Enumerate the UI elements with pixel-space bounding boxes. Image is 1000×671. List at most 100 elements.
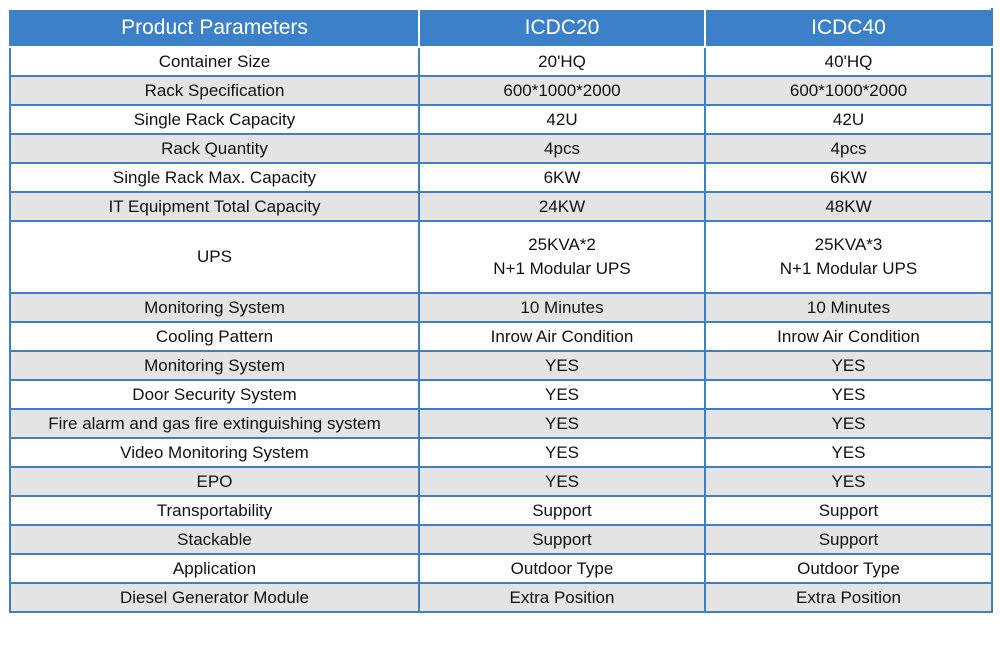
icdc20-value-cell: Extra Position — [418, 582, 706, 613]
table-row: Container Size 20'HQ 40'HQ — [9, 46, 993, 77]
table-row: Monitoring System 10 Minutes 10 Minutes — [9, 292, 993, 323]
param-name-cell: Transportability — [9, 495, 420, 526]
param-name-cell: Rack Quantity — [9, 133, 420, 164]
icdc20-value-line: N+1 Modular UPS — [493, 259, 631, 278]
table-row: Rack Quantity 4pcs 4pcs — [9, 133, 993, 164]
table-row: Single Rack Capacity 42U 42U — [9, 104, 993, 135]
table-body: Container Size 20'HQ 40'HQ Rack Specificati… — [9, 46, 993, 613]
icdc20-value-cell: Inrow Air Condition — [418, 321, 706, 352]
param-name-cell: Video Monitoring System — [9, 437, 420, 468]
icdc40-value-cell: YES — [704, 379, 993, 410]
icdc20-value-line: 6KW — [543, 167, 581, 187]
icdc40-value-line: 6KW — [830, 167, 867, 187]
table-row: Diesel Generator Module Extra Position Ext… — [9, 582, 993, 613]
header-icdc40: ICDC40 — [704, 8, 993, 48]
icdc40-value-line: YES — [831, 355, 866, 375]
icdc40-value-line: 600*1000*2000 — [789, 80, 908, 100]
table-row: UPS 25KVA*2 N+1 Modular UPS 25KVA*3 N+1 Modu… — [9, 220, 993, 294]
param-name-cell: Fire alarm and gas fire extinguishing sy… — [9, 408, 420, 439]
icdc40-value-line: Outdoor Type — [797, 558, 900, 578]
icdc20-value-line: 20'HQ — [538, 51, 586, 71]
icdc20-value-cell: 6KW — [418, 162, 706, 193]
icdc20-value-line: 10 Minutes — [520, 297, 604, 317]
table-row: Stackable Support Support — [9, 524, 993, 555]
icdc20-value-cell: Support — [418, 524, 706, 555]
icdc20-value-cell: 20'HQ — [418, 46, 706, 77]
icdc20-value-cell: 42U — [418, 104, 706, 135]
table-row: EPO YES YES — [9, 466, 993, 497]
icdc40-value-line: 40'HQ — [824, 51, 873, 71]
header-icdc20: ICDC20 — [418, 8, 706, 48]
icdc20-value-line: Extra Position — [509, 587, 615, 607]
param-name-cell: Application — [9, 553, 420, 584]
icdc40-value-cell: Outdoor Type — [704, 553, 993, 584]
icdc40-value-cell: Support — [704, 495, 993, 526]
icdc20-value-cell: YES — [418, 437, 706, 468]
icdc20-value-line: 25KVA*2 — [528, 235, 596, 254]
param-name-cell: Monitoring System — [9, 292, 420, 323]
icdc20-value-line: Inrow Air Condition — [490, 326, 634, 346]
icdc40-value-cell: YES — [704, 408, 993, 439]
icdc40-value-cell: 42U — [704, 104, 993, 135]
table-row: Single Rack Max. Capacity 6KW 6KW — [9, 162, 993, 193]
icdc40-value-line: N+1 Modular UPS — [779, 259, 918, 278]
table-row: Monitoring System YES YES — [9, 350, 993, 381]
icdc20-value-line: YES — [544, 413, 580, 433]
param-name-cell: Single Rack Max. Capacity — [9, 162, 420, 193]
icdc40-value-cell: YES — [704, 466, 993, 497]
icdc40-value-line: Extra Position — [796, 587, 901, 607]
icdc20-value-cell: Support — [418, 495, 706, 526]
icdc20-value-line: YES — [544, 471, 580, 491]
icdc20-value-cell: YES — [418, 350, 706, 381]
param-name-cell: UPS — [9, 220, 420, 294]
param-name-cell: Stackable — [9, 524, 420, 555]
icdc40-value-line: Inrow Air Condition — [777, 326, 920, 346]
icdc20-value-line: YES — [544, 355, 580, 375]
icdc20-value-line: 42U — [546, 109, 578, 129]
icdc40-value-cell: YES — [704, 437, 993, 468]
table-row: Application Outdoor Type Outdoor Type — [9, 553, 993, 584]
icdc20-value-cell: 10 Minutes — [418, 292, 706, 323]
param-name-cell: Door Security System — [9, 379, 420, 410]
icdc40-value-cell: 10 Minutes — [704, 292, 993, 323]
icdc40-value-cell: 48KW — [704, 191, 993, 222]
icdc20-value-cell: 600*1000*2000 — [418, 75, 706, 106]
spec-table-container: Product Parameters ICDC20 ICDC40 Contain… — [9, 8, 993, 660]
param-name-cell: Monitoring System — [9, 350, 420, 381]
icdc40-value-cell: 4pcs — [704, 133, 993, 164]
icdc40-value-line: 48KW — [825, 196, 872, 216]
icdc20-value-line: Support — [532, 500, 592, 520]
table-row: Transportability Support Support — [9, 495, 993, 526]
icdc40-value-line: YES — [831, 384, 866, 404]
table-row: IT Equipment Total Capacity 24KW 48KW — [9, 191, 993, 222]
icdc40-value-line: 4pcs — [830, 138, 867, 158]
icdc20-value-cell: 25KVA*2 N+1 Modular UPS — [418, 220, 706, 294]
icdc20-value-line: YES — [544, 384, 580, 404]
table-row: Door Security System YES YES — [9, 379, 993, 410]
table-row: Video Monitoring System YES YES — [9, 437, 993, 468]
icdc40-value-line: 10 Minutes — [806, 297, 891, 317]
icdc40-value-cell: Extra Position — [704, 582, 993, 613]
icdc40-value-line: YES — [831, 442, 866, 462]
icdc20-value-cell: YES — [418, 379, 706, 410]
icdc40-value-line: YES — [831, 471, 866, 491]
icdc20-value-line: Support — [532, 529, 592, 549]
header-product-parameters: Product Parameters — [9, 8, 420, 48]
param-name-cell: EPO — [9, 466, 420, 497]
icdc20-value-line: YES — [544, 442, 580, 462]
icdc20-value-cell: Outdoor Type — [418, 553, 706, 584]
icdc40-value-line: Support — [818, 500, 879, 520]
param-name-cell: Rack Specification — [9, 75, 420, 106]
icdc40-value-cell: 25KVA*3 N+1 Modular UPS — [704, 220, 993, 294]
table-row: Fire alarm and gas fire extinguishing sy… — [9, 408, 993, 439]
table-row: Cooling Pattern Inrow Air Condition Inrow … — [9, 321, 993, 352]
icdc40-value-line: 42U — [832, 109, 865, 129]
icdc40-value-cell: Support — [704, 524, 993, 555]
icdc20-value-cell: YES — [418, 408, 706, 439]
icdc20-value-cell: 24KW — [418, 191, 706, 222]
param-name-cell: Single Rack Capacity — [9, 104, 420, 135]
param-name-cell: IT Equipment Total Capacity — [9, 191, 420, 222]
product-parameters-table: Product Parameters ICDC20 ICDC40 Contain… — [9, 8, 993, 613]
icdc20-value-cell: YES — [418, 466, 706, 497]
icdc40-value-cell: 6KW — [704, 162, 993, 193]
